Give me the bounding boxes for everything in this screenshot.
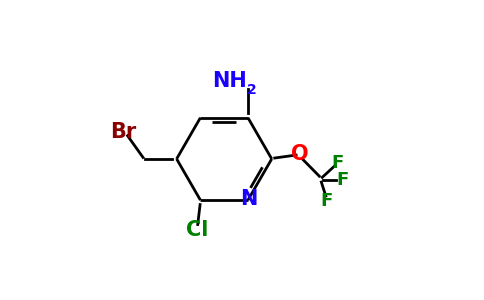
Text: NH: NH [212, 71, 246, 91]
Text: O: O [291, 145, 309, 164]
Text: Br: Br [110, 122, 136, 142]
Text: N: N [240, 189, 257, 208]
Text: F: F [331, 154, 343, 172]
Text: 2: 2 [247, 83, 257, 97]
Text: Cl: Cl [186, 220, 209, 240]
Text: F: F [336, 171, 348, 189]
Text: F: F [320, 191, 333, 209]
